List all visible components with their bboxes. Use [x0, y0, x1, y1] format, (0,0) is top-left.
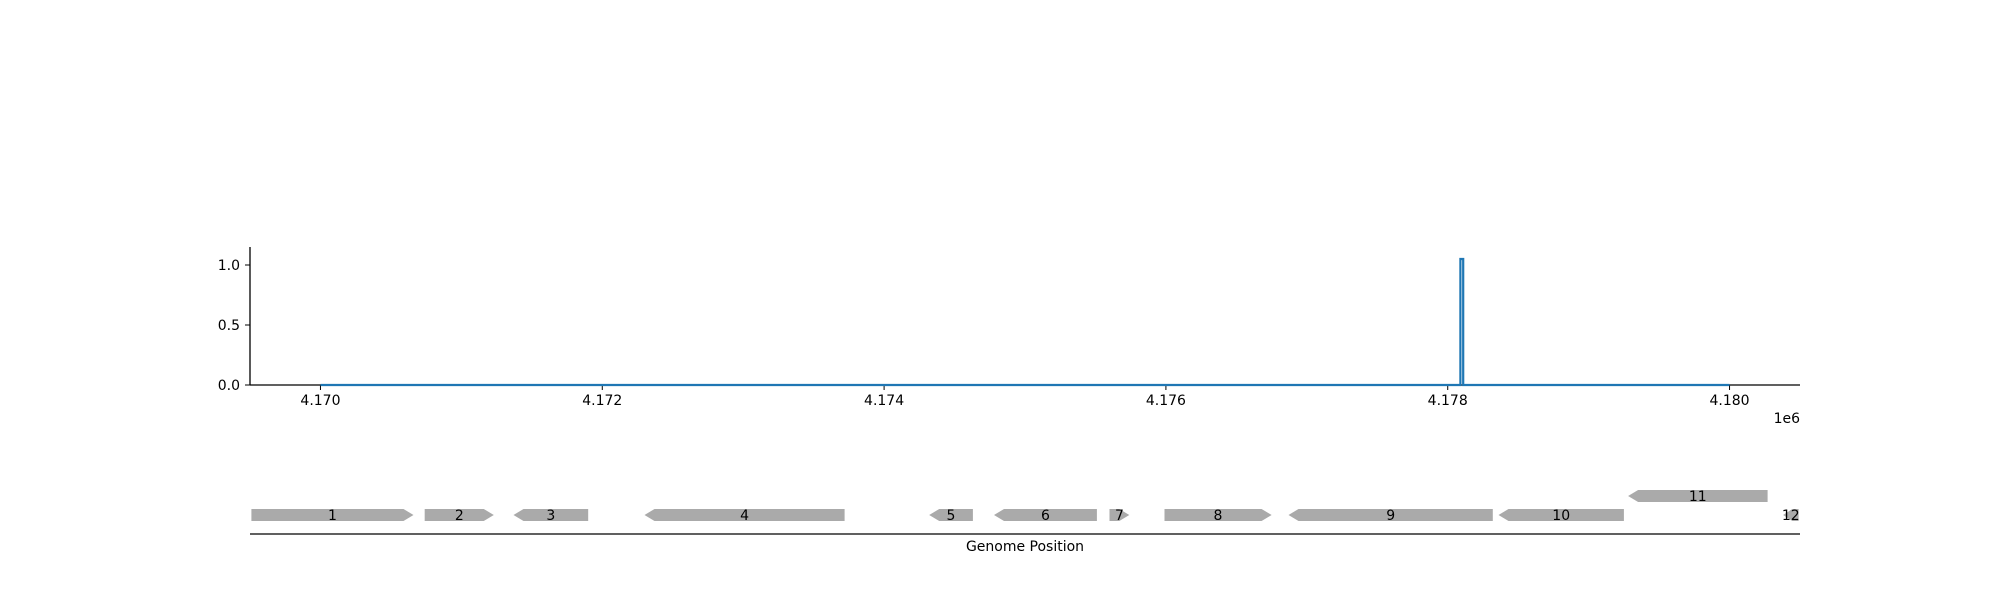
gene-label: 10 — [1552, 508, 1570, 524]
y-ticks: 0.0 0.5 1.0 — [218, 258, 250, 394]
gene-arrow — [424, 509, 494, 521]
gene-label: 11 — [1689, 489, 1707, 505]
coverage-plot: 0.0 0.5 1.0 4.170 4.172 4.174 4.176 4.178 4.180… — [218, 247, 1800, 427]
y-tick-label: 0.0 — [218, 378, 240, 394]
gene-arrow — [513, 509, 589, 521]
gene-arrow — [1164, 509, 1272, 521]
gene-arrow — [1628, 490, 1768, 502]
y-tick-label: 1.0 — [218, 258, 240, 274]
gene-label: 7 — [1115, 508, 1124, 524]
x-tick-label: 4.178 — [1428, 393, 1468, 409]
x-tick-label: 4.174 — [864, 393, 904, 409]
x-ticks: 4.170 4.172 4.174 4.176 4.178 4.180 — [300, 385, 1750, 409]
gene-arrow — [1288, 509, 1493, 521]
gene-label: 8 — [1214, 508, 1223, 524]
gene-label: 4 — [740, 508, 749, 524]
x-tick-label: 4.170 — [300, 393, 340, 409]
gene-label: 9 — [1386, 508, 1395, 524]
gene-arrow — [1498, 509, 1624, 521]
gene-arrow — [251, 509, 414, 521]
gene-arrow — [644, 509, 845, 521]
x-tick-label: 4.172 — [582, 393, 622, 409]
x-tick-label: 4.180 — [1709, 393, 1749, 409]
x-axis-multiplier-label: 1e6 — [1774, 411, 1801, 427]
gene-arrow — [1783, 509, 1799, 521]
x-tick-label: 4.176 — [1146, 393, 1186, 409]
gene-label: 6 — [1041, 508, 1050, 524]
gene-label: 12 — [1782, 508, 1800, 524]
gene-label: 2 — [455, 508, 464, 524]
gene-label: 3 — [546, 508, 555, 524]
gene-label: 1 — [328, 508, 337, 524]
gene-arrow — [994, 509, 1097, 521]
x-axis-title: Genome Position — [966, 539, 1084, 555]
coverage-series-line — [320, 257, 1730, 387]
gene-arrow — [1109, 509, 1130, 521]
gene-arrow — [929, 509, 973, 521]
gene-label: 5 — [947, 508, 956, 524]
y-tick-label: 0.5 — [218, 318, 240, 334]
